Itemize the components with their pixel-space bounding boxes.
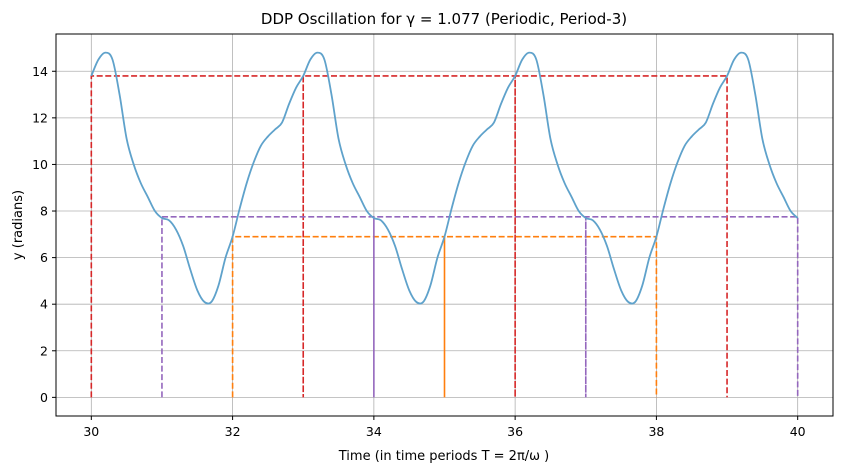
x-tick-label: 30 [83,424,99,439]
y-tick-label: 12 [32,110,48,125]
plot-frame [55,33,834,417]
x-ticks: 30 32 34 36 38 40 [83,416,806,439]
guide-line-3 [161,216,799,398]
y-tick-label: 2 [40,343,48,358]
y-tick-label: 4 [40,297,48,312]
y-ticks: 0 2 4 6 8 10 12 14 [32,64,56,405]
oscillation-curve [90,51,799,305]
y-tick-label: 0 [40,390,48,405]
y-tick-label: 6 [40,250,48,265]
y-tick-label: 10 [32,157,48,172]
y-tick-label: 14 [32,64,48,79]
chart-title: DDP Oscillation for γ = 1.077 (Periodic,… [261,10,627,28]
x-tick-label: 40 [790,424,806,439]
x-tick-label: 34 [366,424,382,439]
guide-line-1 [90,75,728,398]
grid [56,34,833,416]
y-axis-label: y (radians) [11,190,26,260]
plot-series [90,51,799,398]
x-axis-label: Time (in time periods T = 2π/ω ) [338,449,550,464]
x-tick-label: 32 [225,424,241,439]
x-tick-label: 38 [648,424,664,439]
guide-line-2 [231,235,658,398]
x-tick-label: 36 [507,424,523,439]
y-tick-label: 8 [40,204,48,219]
